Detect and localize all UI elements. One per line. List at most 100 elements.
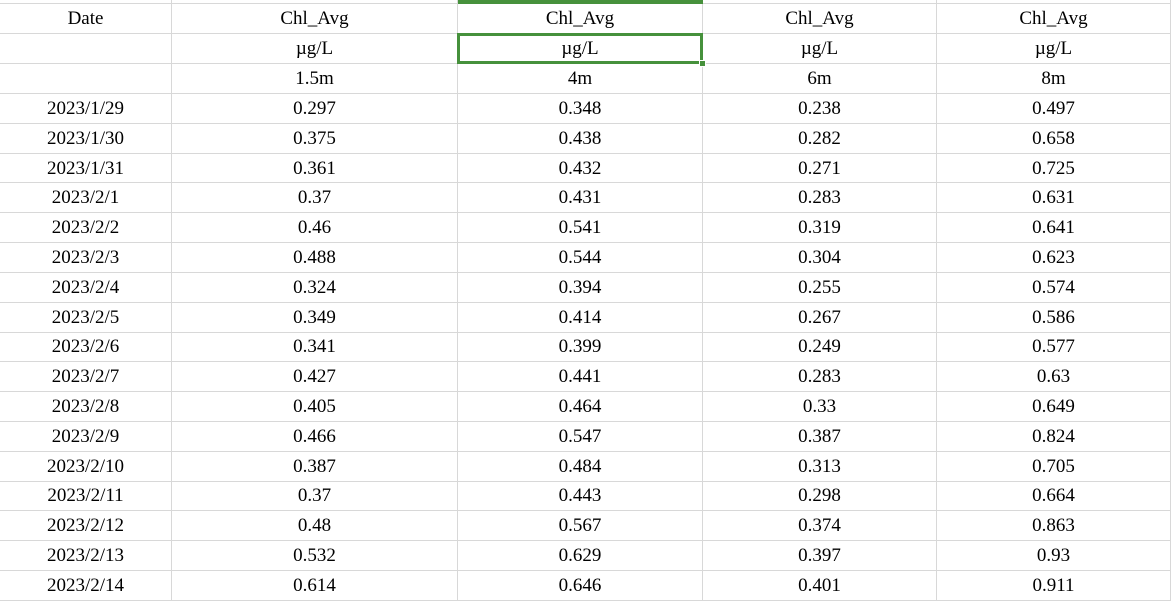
column-depth[interactable]: 8m xyxy=(937,64,1171,94)
value-cell[interactable]: 0.313 xyxy=(703,451,937,482)
column-unit[interactable]: µg/L xyxy=(937,34,1171,64)
value-cell[interactable]: 0.567 xyxy=(458,511,703,542)
value-cell[interactable]: 0.63 xyxy=(937,362,1171,393)
date-cell[interactable]: 2023/1/31 xyxy=(0,153,172,184)
value-cell[interactable]: 0.641 xyxy=(937,213,1171,244)
date-cell[interactable]: 2023/2/11 xyxy=(0,481,172,512)
value-cell[interactable]: 0.283 xyxy=(703,362,937,393)
date-cell[interactable]: 2023/2/2 xyxy=(0,213,172,244)
column-unit[interactable]: µg/L xyxy=(703,34,937,64)
date-cell[interactable]: 2023/2/8 xyxy=(0,392,172,422)
value-cell[interactable]: 0.297 xyxy=(172,94,458,124)
value-cell[interactable]: 0.466 xyxy=(172,421,458,452)
date-cell[interactable]: 2023/2/4 xyxy=(0,272,172,303)
value-cell[interactable]: 0.649 xyxy=(937,392,1171,422)
value-cell[interactable]: 0.497 xyxy=(937,94,1171,124)
value-cell[interactable]: 0.387 xyxy=(703,421,937,452)
value-cell[interactable]: 0.574 xyxy=(937,272,1171,303)
value-cell[interactable]: 0.547 xyxy=(458,421,703,452)
value-cell[interactable]: 0.623 xyxy=(937,243,1171,273)
column-header[interactable]: Chl_Avg xyxy=(703,4,937,34)
date-cell[interactable]: 2023/2/12 xyxy=(0,511,172,542)
value-cell[interactable]: 0.283 xyxy=(703,183,937,214)
value-cell[interactable]: 0.443 xyxy=(458,481,703,512)
date-cell[interactable]: 2023/2/13 xyxy=(0,541,172,571)
value-cell[interactable]: 0.267 xyxy=(703,302,937,333)
value-cell[interactable]: 0.387 xyxy=(172,451,458,482)
value-cell[interactable]: 0.658 xyxy=(937,123,1171,154)
value-cell[interactable]: 0.238 xyxy=(703,94,937,124)
value-cell[interactable]: 0.544 xyxy=(458,243,703,273)
value-cell[interactable]: 0.427 xyxy=(172,362,458,393)
fill-handle[interactable] xyxy=(699,60,706,67)
date-cell[interactable]: 2023/2/5 xyxy=(0,302,172,333)
sliver-cell[interactable] xyxy=(703,0,937,4)
value-cell[interactable]: 0.401 xyxy=(703,571,937,601)
value-cell[interactable]: 0.46 xyxy=(172,213,458,244)
value-cell[interactable]: 0.705 xyxy=(937,451,1171,482)
value-cell[interactable]: 0.249 xyxy=(703,332,937,363)
value-cell[interactable]: 0.541 xyxy=(458,213,703,244)
value-cell[interactable]: 0.374 xyxy=(703,511,937,542)
value-cell[interactable]: 0.298 xyxy=(703,481,937,512)
column-depth[interactable] xyxy=(0,64,172,94)
value-cell[interactable]: 0.824 xyxy=(937,421,1171,452)
column-header[interactable]: Chl_Avg xyxy=(172,4,458,34)
sliver-cell[interactable] xyxy=(172,0,458,4)
value-cell[interactable]: 0.397 xyxy=(703,541,937,571)
value-cell[interactable]: 0.319 xyxy=(703,213,937,244)
value-cell[interactable]: 0.431 xyxy=(458,183,703,214)
column-unit[interactable]: µg/L xyxy=(457,33,706,67)
value-cell[interactable]: 0.646 xyxy=(458,571,703,601)
date-cell[interactable]: 2023/2/1 xyxy=(0,183,172,214)
value-cell[interactable]: 0.438 xyxy=(458,123,703,154)
column-header[interactable]: Date xyxy=(0,4,172,34)
value-cell[interactable]: 0.349 xyxy=(172,302,458,333)
value-cell[interactable]: 0.375 xyxy=(172,123,458,154)
date-cell[interactable]: 2023/1/29 xyxy=(0,94,172,124)
value-cell[interactable]: 0.532 xyxy=(172,541,458,571)
value-cell[interactable]: 0.464 xyxy=(458,392,703,422)
value-cell[interactable]: 0.577 xyxy=(937,332,1171,363)
value-cell[interactable]: 0.37 xyxy=(172,183,458,214)
column-header[interactable]: Chl_Avg xyxy=(458,4,703,34)
selection-top-bar[interactable] xyxy=(458,0,703,4)
value-cell[interactable]: 0.324 xyxy=(172,272,458,303)
column-unit[interactable] xyxy=(0,34,172,64)
value-cell[interactable]: 0.725 xyxy=(937,153,1171,184)
value-cell[interactable]: 0.255 xyxy=(703,272,937,303)
value-cell[interactable]: 0.348 xyxy=(458,94,703,124)
date-cell[interactable]: 2023/2/14 xyxy=(0,571,172,601)
value-cell[interactable]: 0.361 xyxy=(172,153,458,184)
value-cell[interactable]: 0.399 xyxy=(458,332,703,363)
value-cell[interactable]: 0.341 xyxy=(172,332,458,363)
value-cell[interactable]: 0.664 xyxy=(937,481,1171,512)
value-cell[interactable]: 0.484 xyxy=(458,451,703,482)
value-cell[interactable]: 0.282 xyxy=(703,123,937,154)
value-cell[interactable]: 0.304 xyxy=(703,243,937,273)
sliver-cell[interactable] xyxy=(0,0,172,4)
column-depth[interactable]: 6m xyxy=(703,64,937,94)
date-cell[interactable]: 2023/2/6 xyxy=(0,332,172,363)
date-cell[interactable]: 2023/2/10 xyxy=(0,451,172,482)
value-cell[interactable]: 0.432 xyxy=(458,153,703,184)
date-cell[interactable]: 2023/2/7 xyxy=(0,362,172,393)
value-cell[interactable]: 0.93 xyxy=(937,541,1171,571)
column-depth[interactable]: 1.5m xyxy=(172,64,458,94)
value-cell[interactable]: 0.414 xyxy=(458,302,703,333)
value-cell[interactable]: 0.48 xyxy=(172,511,458,542)
value-cell[interactable]: 0.863 xyxy=(937,511,1171,542)
date-cell[interactable]: 2023/1/30 xyxy=(0,123,172,154)
value-cell[interactable]: 0.394 xyxy=(458,272,703,303)
value-cell[interactable]: 0.614 xyxy=(172,571,458,601)
value-cell[interactable]: 0.271 xyxy=(703,153,937,184)
value-cell[interactable]: 0.631 xyxy=(937,183,1171,214)
column-header[interactable]: Chl_Avg xyxy=(937,4,1171,34)
column-unit[interactable]: µg/L xyxy=(172,34,458,64)
value-cell[interactable]: 0.586 xyxy=(937,302,1171,333)
value-cell[interactable]: 0.911 xyxy=(937,571,1171,601)
value-cell[interactable]: 0.441 xyxy=(458,362,703,393)
value-cell[interactable]: 0.488 xyxy=(172,243,458,273)
date-cell[interactable]: 2023/2/9 xyxy=(0,421,172,452)
value-cell[interactable]: 0.629 xyxy=(458,541,703,571)
